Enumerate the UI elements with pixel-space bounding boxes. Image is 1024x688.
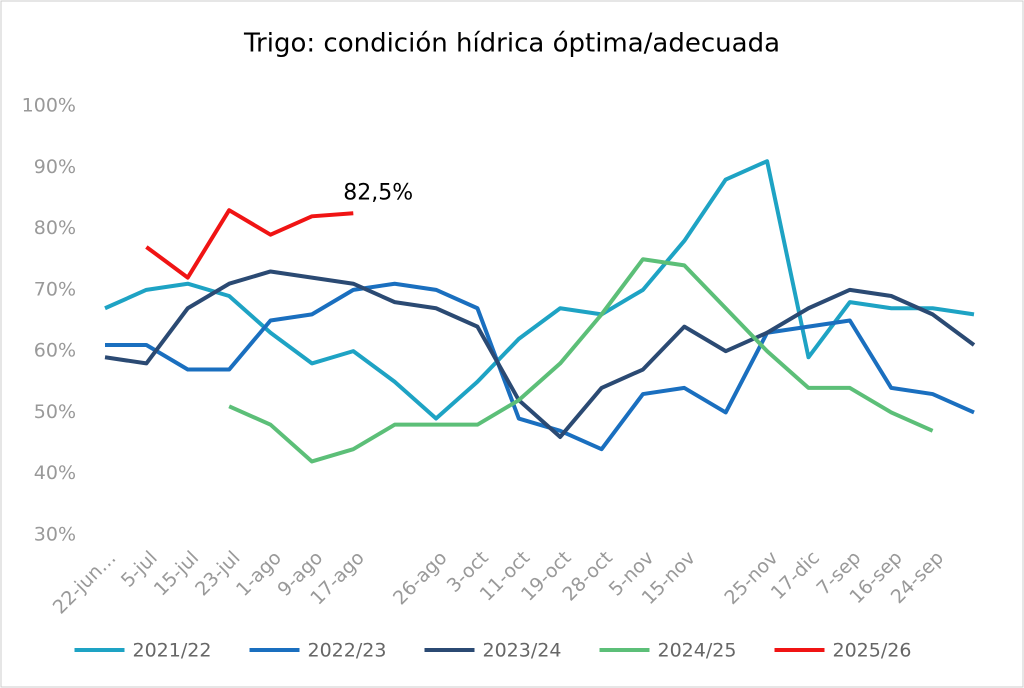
- legend-label: 2025/26: [833, 640, 912, 662]
- series-line: [104, 269, 976, 439]
- y-tick-label: 30%: [34, 524, 76, 546]
- y-tick-label: 50%: [34, 401, 76, 423]
- legend-label: 2022/23: [308, 640, 387, 662]
- series-line: [228, 257, 934, 464]
- series-line: [105, 281, 975, 452]
- y-tick-label: 80%: [34, 217, 76, 239]
- legend-label: 2023/24: [483, 640, 562, 662]
- y-tick-label: 90%: [34, 156, 76, 178]
- y-tick-label: 60%: [34, 340, 76, 362]
- series-line: [145, 208, 354, 280]
- legend-label: 2024/25: [658, 640, 737, 662]
- data-label: 82,5%: [343, 180, 413, 205]
- legend-label: 2021/22: [133, 640, 212, 662]
- y-tick-label: 70%: [34, 278, 76, 300]
- y-tick-label: 40%: [34, 462, 76, 484]
- y-tick-label: 100%: [22, 95, 76, 117]
- chart-title: Trigo: condición hídrica óptima/adecuada: [243, 29, 780, 59]
- series-line: [104, 159, 975, 421]
